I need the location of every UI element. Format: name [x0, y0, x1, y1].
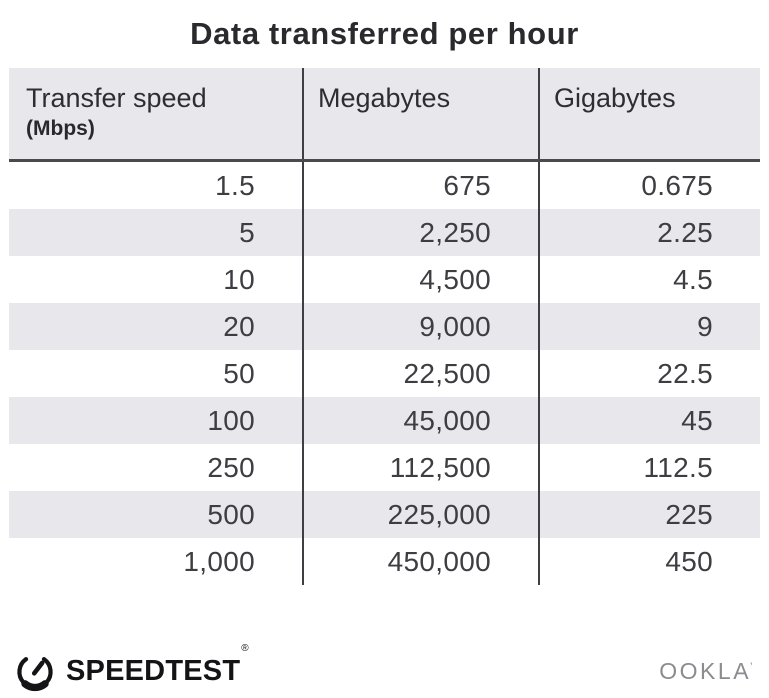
cell-transfer-speed: 100: [207, 404, 255, 436]
footer: SPEEDTEST® OOKLA’: [13, 643, 756, 694]
cell-megabytes: 45,000: [302, 397, 538, 444]
table-header-row: Transfer speed (Mbps) Megabytes Gigabyte…: [9, 68, 760, 159]
cell-gigabytes: 450: [538, 538, 760, 585]
cell-megabytes: 4,500: [302, 256, 538, 303]
header-divider-rule: [9, 159, 760, 162]
header-transfer-speed: Transfer speed (Mbps): [9, 68, 302, 159]
cell-transfer-speed: 5: [239, 216, 255, 248]
table-row: 10 4,500 4.5: [9, 256, 760, 303]
cell-transfer-speed: 20: [223, 310, 255, 342]
registered-trademark-icon: ®: [241, 642, 249, 654]
cell-gigabytes: 0.675: [538, 162, 760, 209]
speedtest-label: SPEEDTEST: [66, 654, 241, 687]
table-row: 500 225,000 225: [9, 491, 760, 538]
header-megabytes: Megabytes: [302, 68, 538, 159]
cell-gigabytes: 22.5: [538, 350, 760, 397]
cell-megabytes: 675: [302, 162, 538, 209]
table-row: 1,000 450,000 450: [9, 538, 760, 585]
ookla-label: OOKLA: [659, 657, 752, 684]
cell-megabytes: 225,000: [302, 491, 538, 538]
ookla-logo: OOKLA’: [659, 658, 756, 685]
cell-gigabytes: 2.25: [538, 209, 760, 256]
cell-transfer-speed: 50: [223, 357, 255, 389]
table-row: 250 112,500 112.5: [9, 444, 760, 491]
table-row: 50 22,500 22.5: [9, 350, 760, 397]
cell-megabytes: 450,000: [302, 538, 538, 585]
cell-gigabytes: 9: [538, 303, 760, 350]
cell-megabytes: 2,250: [302, 209, 538, 256]
header-transfer-speed-label: Transfer speed: [26, 83, 207, 113]
table-row: 20 9,000 9: [9, 303, 760, 350]
cell-transfer-speed: 10: [223, 263, 255, 295]
cell-transfer-speed: 1.5: [215, 169, 255, 201]
cell-gigabytes: 112.5: [538, 444, 760, 491]
header-gigabytes: Gigabytes: [538, 68, 760, 159]
cell-gigabytes: 225: [538, 491, 760, 538]
cell-transfer-speed: 1,000: [183, 545, 255, 577]
ookla-trademark-icon: ’: [750, 660, 755, 673]
speedtest-logo: SPEEDTEST®: [13, 643, 249, 693]
table-row: 1.5 675 0.675: [9, 162, 760, 209]
table-row: 100 45,000 45: [9, 397, 760, 444]
page-title: Data transferred per hour: [190, 16, 579, 51]
table-row: 5 2,250 2.25: [9, 209, 760, 256]
data-table: Transfer speed (Mbps) Megabytes Gigabyte…: [9, 68, 760, 585]
cell-megabytes: 112,500: [302, 444, 538, 491]
cell-megabytes: 22,500: [302, 350, 538, 397]
cell-megabytes: 9,000: [302, 303, 538, 350]
speedtest-gauge-icon: [17, 657, 53, 692]
header-mbps-sublabel: (Mbps): [26, 117, 95, 140]
cell-gigabytes: 4.5: [538, 256, 760, 303]
cell-transfer-speed: 500: [207, 498, 255, 530]
cell-transfer-speed: 250: [207, 451, 255, 483]
cell-gigabytes: 45: [538, 397, 760, 444]
speedtest-wordmark: SPEEDTEST®: [66, 643, 249, 688]
